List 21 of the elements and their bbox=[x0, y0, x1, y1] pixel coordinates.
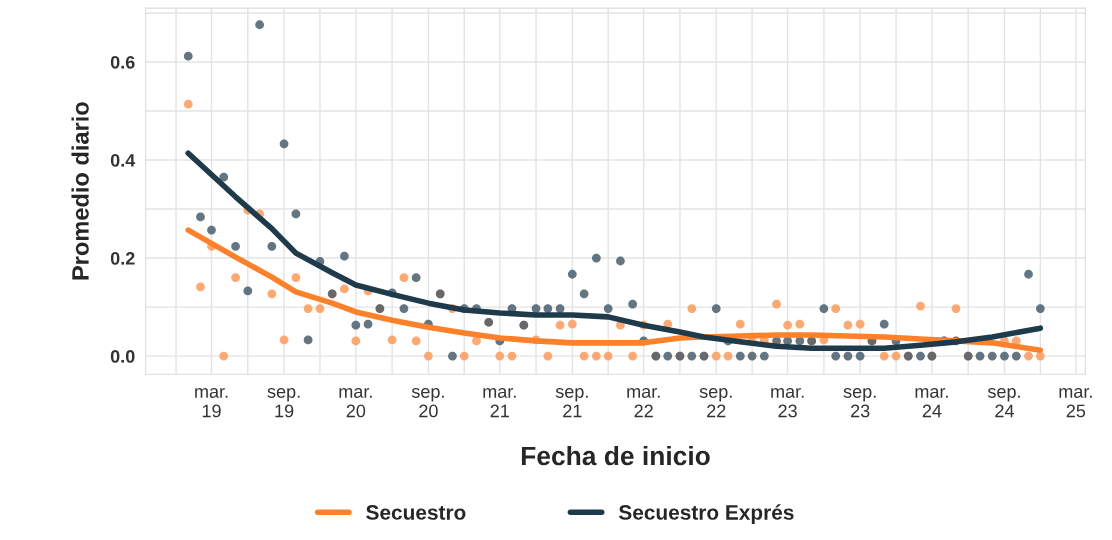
y-tick-label: 0.0 bbox=[110, 350, 135, 363]
y-tick-label: 0.2 bbox=[110, 252, 135, 265]
legend-label: Secuestro bbox=[366, 505, 466, 520]
y-tick-label: 0.4 bbox=[110, 153, 136, 167]
x-tick-label: mar. 22 bbox=[627, 388, 660, 418]
y-axis-title: Promedio diario bbox=[71, 102, 89, 280]
x-tick-label: mar. 21 bbox=[483, 388, 516, 418]
x-tick-label: sep. 24 bbox=[987, 388, 1020, 418]
x-tick-label: sep. 20 bbox=[411, 388, 444, 418]
x-tick-label: sep. 21 bbox=[555, 388, 588, 418]
legend-label: Secuestro Exprés bbox=[618, 504, 794, 524]
x-tick-label: mar. 23 bbox=[771, 388, 804, 418]
x-tick-label: mar. 25 bbox=[1059, 388, 1092, 418]
x-tick-label: sep. 19 bbox=[267, 388, 300, 418]
y-tick-label: 0.6 bbox=[110, 55, 135, 69]
x-tick-label: mar. 24 bbox=[915, 388, 948, 418]
x-tick-label: sep. 22 bbox=[699, 388, 732, 418]
x-axis-title: Fecha de inicio bbox=[521, 445, 710, 466]
x-tick-label: sep. 23 bbox=[843, 388, 876, 418]
x-tick-label: mar. 19 bbox=[195, 388, 228, 418]
x-tick-label: mar. 20 bbox=[339, 388, 372, 418]
